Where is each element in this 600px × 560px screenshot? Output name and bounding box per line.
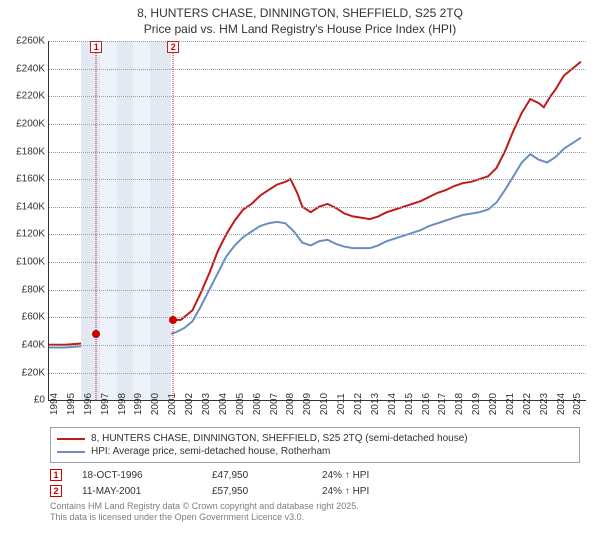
y-axis-label: £0: [34, 395, 49, 406]
gridline: [49, 69, 586, 70]
y-axis-label: £140K: [16, 201, 49, 212]
y-axis-label: £260K: [16, 36, 49, 47]
x-axis-label: 1999: [133, 393, 144, 415]
gridline: [49, 124, 586, 125]
x-axis-label: 1995: [66, 393, 77, 415]
chart-band: [117, 41, 134, 400]
chart-container: 8, HUNTERS CHASE, DINNINGTON, SHEFFIELD,…: [0, 0, 600, 560]
sale-marker-badge: 2: [167, 41, 179, 53]
y-axis-label: £160K: [16, 174, 49, 185]
gridline: [49, 345, 586, 346]
sale-event-delta: 24% ↑ HPI: [322, 486, 369, 497]
sale-marker-badge: 1: [90, 41, 102, 53]
sale-marker-dot: [169, 316, 177, 324]
x-axis-label: 2003: [201, 393, 212, 415]
x-axis-label: 2023: [539, 393, 550, 415]
x-axis-label: 2018: [454, 393, 465, 415]
gridline: [49, 96, 586, 97]
y-axis-label: £100K: [16, 257, 49, 268]
x-axis-label: 1998: [117, 393, 128, 415]
y-axis-label: £80K: [22, 284, 49, 295]
x-axis-label: 2016: [421, 393, 432, 415]
y-axis-label: £60K: [22, 312, 49, 323]
gridline: [49, 234, 586, 235]
chart-band: [100, 41, 117, 400]
x-axis-label: 2024: [556, 393, 567, 415]
sale-event-price: £57,950: [212, 486, 302, 497]
y-axis-label: £120K: [16, 229, 49, 240]
sale-marker-line: [96, 53, 97, 400]
x-axis-label: 2013: [370, 393, 381, 415]
sale-event-marker: 2: [50, 485, 62, 497]
gridline: [49, 373, 586, 374]
x-axis-label: 2017: [437, 393, 448, 415]
x-axis-label: 2000: [150, 393, 161, 415]
y-axis-label: £20K: [22, 367, 49, 378]
gridline: [49, 179, 586, 180]
y-axis-label: £180K: [16, 146, 49, 157]
sale-events-table: 1 18-OCT-1996 £47,950 24% ↑ HPI 2 11-MAY-2001…: [50, 467, 580, 499]
gridline: [49, 207, 586, 208]
x-axis-label: 1996: [83, 393, 94, 415]
x-axis-label: 1994: [49, 393, 60, 415]
legend-label: 8, HUNTERS CHASE, DINNINGTON, SHEFFIELD,…: [91, 433, 468, 444]
chart-title-line2: Price paid vs. HM Land Registry's House …: [8, 22, 592, 38]
sale-event-date: 18-OCT-1996: [82, 470, 192, 481]
gridline: [49, 317, 586, 318]
x-axis-label: 1997: [100, 393, 111, 415]
sale-event-date: 11-MAY-2001: [82, 486, 192, 497]
attribution-line2: This data is licensed under the Open Gov…: [50, 512, 590, 523]
plot-area: £0£20K£40K£60K£80K£100K£120K£140K£160K£1…: [48, 41, 586, 401]
x-axis-label: 2006: [252, 393, 263, 415]
x-axis-label: 2022: [522, 393, 533, 415]
chart-band: [133, 41, 150, 400]
sale-event-row: 1 18-OCT-1996 £47,950 24% ↑ HPI: [50, 467, 580, 483]
x-axis-label: 2007: [269, 393, 280, 415]
legend-swatch: [57, 451, 85, 453]
chart-title-line1: 8, HUNTERS CHASE, DINNINGTON, SHEFFIELD,…: [8, 6, 592, 22]
x-axis-label: 2008: [285, 393, 296, 415]
x-axis-label: 2015: [404, 393, 415, 415]
legend-item: 8, HUNTERS CHASE, DINNINGTON, SHEFFIELD,…: [57, 432, 573, 445]
attribution-line1: Contains HM Land Registry data © Crown c…: [50, 501, 590, 512]
chart-band: [81, 41, 100, 400]
x-axis-label: 2002: [184, 393, 195, 415]
sale-event-price: £47,950: [212, 470, 302, 481]
x-axis-label: 2009: [302, 393, 313, 415]
sale-marker-dot: [92, 330, 100, 338]
x-axis-label: 2010: [319, 393, 330, 415]
sale-marker-line: [173, 53, 174, 400]
x-axis-label: 2019: [471, 393, 482, 415]
sale-event-row: 2 11-MAY-2001 £57,950 24% ↑ HPI: [50, 483, 580, 499]
attribution-text: Contains HM Land Registry data © Crown c…: [50, 501, 590, 523]
chart-band: [150, 41, 170, 400]
legend-label: HPI: Average price, semi-detached house,…: [91, 446, 330, 457]
x-axis-label: 2004: [218, 393, 229, 415]
chart-title-block: 8, HUNTERS CHASE, DINNINGTON, SHEFFIELD,…: [8, 6, 592, 37]
y-axis-label: £40K: [22, 339, 49, 350]
legend-swatch: [57, 438, 85, 440]
gridline: [49, 290, 586, 291]
y-axis-label: £200K: [16, 119, 49, 130]
x-axis-label: 2011: [336, 393, 347, 415]
legend-item: HPI: Average price, semi-detached house,…: [57, 445, 573, 458]
x-axis-label: 2014: [387, 393, 398, 415]
x-axis-label: 2005: [235, 393, 246, 415]
gridline: [49, 41, 586, 42]
y-axis-label: £240K: [16, 63, 49, 74]
gridline: [49, 262, 586, 263]
gridline: [49, 152, 586, 153]
sale-event-delta: 24% ↑ HPI: [322, 470, 369, 481]
x-axis-label: 2020: [488, 393, 499, 415]
sale-event-marker: 1: [50, 469, 62, 481]
x-axis-label: 2025: [572, 393, 583, 415]
legend-box: 8, HUNTERS CHASE, DINNINGTON, SHEFFIELD,…: [50, 427, 580, 463]
x-axis-label: 2012: [353, 393, 364, 415]
y-axis-label: £220K: [16, 91, 49, 102]
x-axis-label: 2021: [505, 393, 516, 415]
